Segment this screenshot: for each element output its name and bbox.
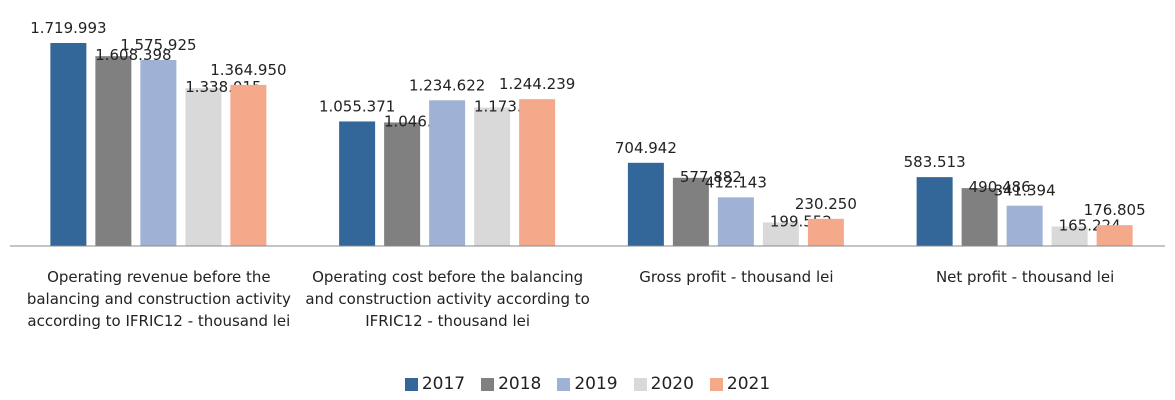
bar bbox=[140, 60, 177, 246]
legend-item: 2020 bbox=[633, 374, 694, 394]
legend-swatch bbox=[404, 377, 418, 391]
bar bbox=[762, 222, 799, 246]
bar bbox=[50, 43, 87, 246]
x-tick-label: Operating revenue before the balancing a… bbox=[26, 268, 291, 330]
data-label: 1.244.239 bbox=[499, 75, 575, 93]
bar bbox=[185, 88, 222, 246]
x-tick-label: Net profit - thousand lei bbox=[935, 268, 1115, 286]
bar bbox=[519, 99, 556, 246]
bar bbox=[339, 121, 376, 246]
legend-swatch bbox=[633, 377, 647, 391]
data-label: 412.143 bbox=[705, 173, 767, 191]
legend-swatch bbox=[481, 377, 495, 391]
bar bbox=[672, 177, 709, 246]
bar bbox=[961, 188, 998, 246]
data-label: 341.394 bbox=[994, 182, 1056, 200]
bar bbox=[916, 177, 953, 246]
legend-label: 2017 bbox=[421, 374, 466, 394]
x-tick-label: Operating cost before the balancing and … bbox=[305, 268, 590, 330]
bar bbox=[1096, 225, 1133, 246]
data-label: 704.942 bbox=[615, 139, 677, 157]
x-tick-label: Gross profit - thousand lei bbox=[639, 268, 834, 286]
bar bbox=[429, 100, 466, 246]
data-label: 1.719.993 bbox=[30, 19, 106, 37]
bar bbox=[230, 84, 267, 246]
legend-label: 2021 bbox=[726, 374, 771, 394]
data-label: 1.575.925 bbox=[120, 36, 196, 54]
data-label: 230.250 bbox=[795, 195, 857, 213]
legend: 2017 2018 2019 2020 2021 bbox=[0, 374, 1175, 394]
data-label: 583.513 bbox=[904, 153, 966, 171]
bar bbox=[807, 218, 844, 246]
legend-label: 2020 bbox=[650, 374, 694, 394]
bar bbox=[1051, 226, 1088, 246]
data-label: 1.055.371 bbox=[319, 97, 395, 115]
legend-item: 2019 bbox=[557, 374, 618, 394]
data-label: 1.364.950 bbox=[210, 61, 286, 79]
legend-label: 2019 bbox=[574, 374, 618, 394]
data-label: 176.805 bbox=[1084, 201, 1146, 219]
bar bbox=[95, 56, 132, 246]
bar bbox=[474, 107, 511, 246]
legend-swatch bbox=[557, 377, 571, 391]
bar bbox=[627, 162, 664, 246]
bar bbox=[1006, 205, 1043, 246]
legend-item: 2017 bbox=[404, 374, 466, 394]
data-label: 490.486 bbox=[969, 178, 1031, 196]
legend-label: 2018 bbox=[498, 374, 542, 394]
legend-item: 2021 bbox=[709, 374, 771, 394]
legend-swatch bbox=[709, 377, 723, 391]
data-label: 577.882 bbox=[680, 168, 742, 186]
bar bbox=[384, 122, 421, 246]
data-label: 1.234.622 bbox=[409, 76, 485, 94]
legend-item: 2018 bbox=[481, 374, 541, 394]
data-label: 1.608.398 bbox=[95, 46, 171, 64]
bar bbox=[717, 197, 754, 246]
